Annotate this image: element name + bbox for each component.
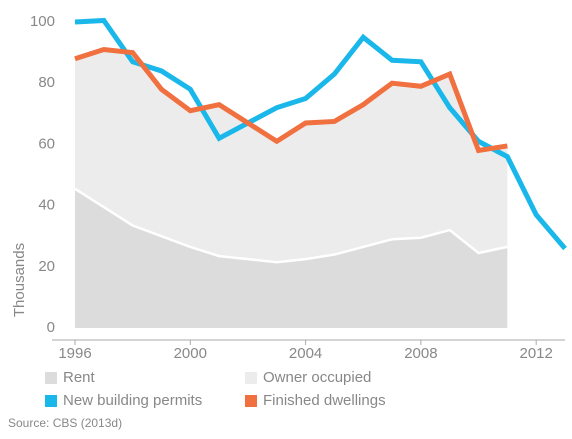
area-edge: [74, 187, 508, 264]
x-tick-label: 2012: [519, 345, 552, 362]
y-tick-label: 100: [30, 13, 55, 30]
area: [75, 49, 508, 263]
line: [74, 17, 567, 251]
source: Source: CBS (2013d): [8, 416, 122, 430]
legend-swatch: [245, 372, 257, 384]
legend-label: New building permits: [63, 392, 202, 409]
y-tick-label: 40: [38, 197, 55, 214]
line: [74, 46, 508, 154]
y-tick-label: 0: [47, 319, 55, 336]
y-tick-label: 60: [38, 135, 55, 152]
legend-label: Finished dwellings: [263, 392, 386, 409]
legend-label: Rent: [63, 369, 96, 386]
legend-label: Owner occupied: [263, 369, 371, 386]
x-tick-label: 2004: [289, 345, 322, 362]
x-tick-label: 2008: [404, 345, 437, 362]
y-axis-label: Thousands: [11, 243, 28, 317]
legend-swatch: [245, 395, 257, 407]
legend-swatch: [45, 395, 57, 407]
x-tick-label: 2000: [174, 345, 207, 362]
area: [75, 188, 508, 328]
y-tick-label: 80: [38, 74, 55, 91]
x-tick-label: 1996: [58, 345, 91, 362]
y-tick-label: 20: [38, 258, 55, 275]
legend-swatch: [45, 372, 57, 384]
